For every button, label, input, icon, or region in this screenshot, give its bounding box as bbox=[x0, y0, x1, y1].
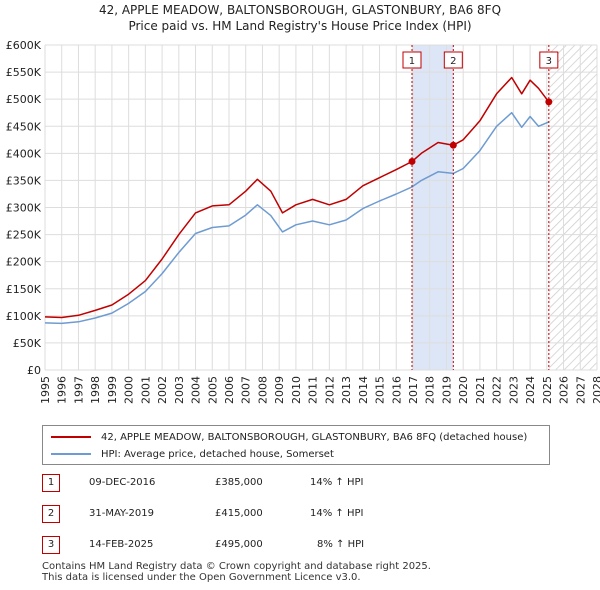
transaction-hpi-change: 14% ↑ HPI bbox=[310, 508, 364, 519]
sale-label-box bbox=[402, 51, 422, 69]
x-tick-label: 2007 bbox=[240, 376, 253, 404]
x-tick-label: 2021 bbox=[474, 376, 487, 404]
x-tick-label: 2000 bbox=[123, 376, 136, 404]
transaction-row: 2 31-MAY-2019 £415,000 14% ↑ HPI bbox=[42, 505, 582, 525]
transaction-date: 31-MAY-2019 bbox=[89, 508, 155, 519]
transaction-hpi-change: 8% ↑ HPI bbox=[317, 539, 365, 550]
transaction-number: 2 bbox=[42, 505, 60, 523]
x-tick-label: 2010 bbox=[290, 376, 303, 404]
sale-label: 2 bbox=[450, 56, 456, 67]
x-tick-label: 1997 bbox=[72, 376, 85, 404]
chart-title-line1: 42, APPLE MEADOW, BALTONSBOROUGH, GLASTO… bbox=[98, 3, 502, 17]
x-tick-label: 1996 bbox=[56, 376, 69, 404]
x-tick-label: 2026 bbox=[558, 376, 571, 404]
y-tick-label: £250K bbox=[6, 229, 42, 242]
x-tick-label: 2002 bbox=[156, 376, 169, 404]
sale-label-box bbox=[539, 51, 559, 69]
y-tick-label: £350K bbox=[6, 174, 42, 187]
x-tick-label: 2012 bbox=[323, 376, 336, 404]
x-tick-label: 2016 bbox=[390, 376, 403, 404]
price-chart: 1 2 3 £0 £50K £100K £150K £200K £250K £300K £350K… bbox=[6, 39, 600, 404]
x-tick-label: 1998 bbox=[89, 376, 102, 404]
transaction-row: 3 14-FEB-2025 £495,000 8% ↑ HPI bbox=[42, 536, 582, 556]
transaction-date: 09-DEC-2016 bbox=[89, 477, 156, 488]
sale-point bbox=[545, 98, 553, 106]
legend-hpi-swatch bbox=[51, 453, 91, 455]
y-tick-label: £200K bbox=[6, 256, 42, 269]
sale-label-box bbox=[443, 51, 463, 69]
x-tick-label: 2017 bbox=[407, 376, 420, 404]
chart-title-line2: Price paid vs. HM Land Registry's House … bbox=[128, 19, 472, 33]
y-tick-label: £50K bbox=[13, 337, 42, 350]
x-tick-label: 2008 bbox=[256, 376, 269, 404]
legend-item-property: 42, APPLE MEADOW, BALTONSBOROUGH, GLASTO… bbox=[51, 429, 527, 445]
x-tick-label: 2028 bbox=[591, 376, 600, 404]
footer-licence: This data is licensed under the Open Gov… bbox=[42, 572, 361, 583]
transaction-number: 1 bbox=[42, 474, 60, 492]
y-tick-label: £500K bbox=[6, 93, 42, 106]
x-tick-label: 1995 bbox=[39, 376, 52, 404]
x-tick-label: 2013 bbox=[340, 376, 353, 404]
y-tick-label: £450K bbox=[6, 120, 42, 133]
y-tick-label: £550K bbox=[6, 66, 42, 79]
y-tick-label: £0 bbox=[27, 364, 41, 377]
x-tick-label: 2001 bbox=[139, 376, 152, 404]
transaction-date: 14-FEB-2025 bbox=[89, 539, 154, 550]
transaction-price: £385,000 bbox=[215, 477, 263, 488]
x-tick-label: 2022 bbox=[491, 376, 504, 404]
x-tick-label: 2004 bbox=[190, 376, 203, 404]
legend-hpi-label: HPI: Average price, detached house, Some… bbox=[101, 448, 334, 460]
transaction-price: £495,000 bbox=[215, 539, 263, 550]
x-tick-label: 1999 bbox=[106, 376, 119, 404]
x-tick-label: 2003 bbox=[173, 376, 186, 404]
x-tick-label: 2025 bbox=[541, 376, 554, 404]
x-tick-label: 2018 bbox=[424, 376, 437, 404]
transaction-number: 3 bbox=[42, 536, 60, 554]
sale-point bbox=[449, 141, 457, 149]
x-tick-label: 2024 bbox=[524, 376, 537, 404]
x-tick-label: 2019 bbox=[440, 376, 453, 404]
legend-item-hpi: HPI: Average price, detached house, Some… bbox=[51, 446, 334, 462]
x-tick-label: 2009 bbox=[273, 376, 286, 404]
x-tick-label: 2011 bbox=[307, 376, 320, 404]
x-tick-label: 2020 bbox=[457, 376, 470, 404]
legend-property-label: 42, APPLE MEADOW, BALTONSBOROUGH, GLASTO… bbox=[101, 431, 528, 443]
y-tick-label: £150K bbox=[6, 283, 42, 296]
x-tick-label: 2023 bbox=[507, 376, 520, 404]
hpi-series-line bbox=[44, 111, 550, 325]
chart-legend: 42, APPLE MEADOW, BALTONSBOROUGH, GLASTO… bbox=[42, 425, 550, 465]
y-tick-label: £600K bbox=[6, 39, 42, 52]
x-tick-label: 2006 bbox=[223, 376, 236, 404]
property-series-line bbox=[44, 76, 550, 319]
y-tick-label: £300K bbox=[6, 202, 42, 215]
sale-label: 3 bbox=[546, 56, 552, 67]
footer: Contains HM Land Registry data © Crown c… bbox=[42, 561, 431, 583]
y-tick-label: £100K bbox=[6, 310, 42, 323]
transaction-row: 1 09-DEC-2016 £385,000 14% ↑ HPI bbox=[42, 474, 582, 494]
sale-point bbox=[408, 157, 416, 165]
x-tick-label: 2014 bbox=[357, 376, 370, 404]
transaction-hpi-change: 14% ↑ HPI bbox=[310, 477, 364, 488]
legend-property-swatch bbox=[51, 436, 91, 438]
x-tick-label: 2015 bbox=[374, 376, 387, 404]
x-tick-label: 2005 bbox=[206, 376, 219, 404]
x-tick-label: 2027 bbox=[574, 376, 587, 404]
footer-copyright: Contains HM Land Registry data © Crown c… bbox=[42, 561, 431, 572]
sale-label: 1 bbox=[409, 56, 415, 67]
transaction-price: £415,000 bbox=[215, 508, 263, 519]
y-tick-label: £400K bbox=[6, 147, 42, 160]
